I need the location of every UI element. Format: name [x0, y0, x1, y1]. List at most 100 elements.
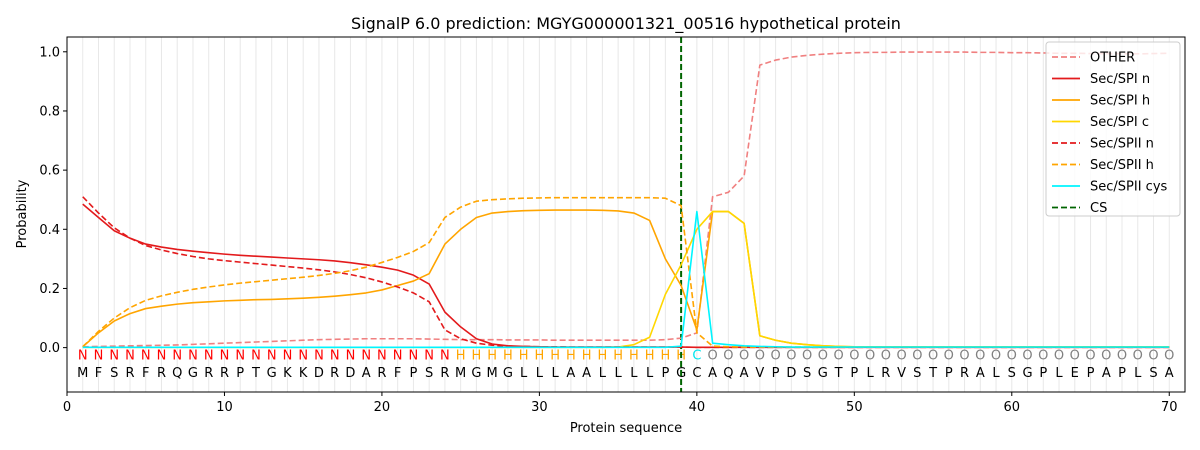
x-tick-label: 60 [1004, 400, 1021, 415]
residue-label: L [599, 366, 607, 381]
residue-label: V [755, 366, 764, 381]
region-label: N [409, 348, 419, 363]
residue-label: F [394, 366, 401, 381]
region-label: H [645, 348, 655, 363]
legend-entry-label: Sec/SPII cys [1090, 180, 1168, 195]
region-label: O [786, 348, 796, 363]
region-label: H [582, 348, 592, 363]
region-label: O [881, 348, 891, 363]
region-label: H [535, 348, 545, 363]
region-label: O [1007, 348, 1017, 363]
residue-label: M [455, 366, 466, 381]
residue-label: D [786, 366, 796, 381]
residue-label: P [410, 366, 418, 381]
series-lines [82, 51, 1170, 349]
region-label: O [833, 348, 843, 363]
region-label: O [1148, 348, 1158, 363]
residue-label: P [1118, 366, 1126, 381]
region-label: N [188, 348, 198, 363]
x-axis-label: Protein sequence [570, 421, 682, 436]
region-label: O [707, 348, 717, 363]
residue-label: S [803, 366, 811, 381]
residue-label: P [945, 366, 953, 381]
x-axis: 0 10 20 30 40 50 60 70 [63, 392, 1178, 415]
x-tick-label: 40 [689, 400, 706, 415]
residue-label: M [487, 366, 498, 381]
region-label: H [456, 348, 466, 363]
y-tick-label: 0.0 [39, 341, 60, 356]
residue-label: T [834, 366, 843, 381]
legend: OTHER Sec/SPI n Sec/SPI h Sec/SPI c Sec/SPII… [1045, 41, 1181, 217]
region-label: O [802, 348, 812, 363]
region-label: O [1164, 348, 1174, 363]
y-tick-label: 0.2 [39, 282, 60, 297]
legend-entry-label: Sec/SPI h [1090, 94, 1150, 109]
region-label: N [440, 348, 450, 363]
region-label: N [251, 348, 261, 363]
residue-label: K [283, 366, 292, 381]
region-label: O [944, 348, 954, 363]
residue-label: G [267, 366, 277, 381]
grid-lines [82, 37, 1170, 392]
region-label: N [204, 348, 214, 363]
y-tick-label: 1.0 [39, 45, 60, 60]
region-label: N [172, 348, 182, 363]
region-label: N [78, 348, 88, 363]
residue-label: L [1134, 366, 1142, 381]
residue-label: A [582, 366, 591, 381]
residue-label: R [440, 366, 449, 381]
legend-entry-label: Sec/SPII h [1090, 158, 1154, 173]
residue-label: S [425, 366, 433, 381]
legend-entry-label: OTHER [1090, 51, 1135, 66]
residue-label: A [708, 366, 717, 381]
region-label: N [157, 348, 167, 363]
residue-label: P [850, 366, 858, 381]
residue-label: D [314, 366, 324, 381]
region-label: N [314, 348, 324, 363]
region-label: H [472, 348, 482, 363]
residue-label: Q [723, 366, 733, 381]
region-label: N [346, 348, 356, 363]
x-tick-label: 10 [216, 400, 233, 415]
residue-label: R [157, 366, 166, 381]
region-label: N [393, 348, 403, 363]
region-label: N [330, 348, 340, 363]
region-label: H [566, 348, 576, 363]
residue-label: G [471, 366, 481, 381]
residue-label: L [630, 366, 638, 381]
residue-label: F [95, 366, 102, 381]
residue-label: P [772, 366, 780, 381]
residue-label: R [220, 366, 229, 381]
residue-label: A [1102, 366, 1111, 381]
region-label: H [597, 348, 607, 363]
plot-area: NMNFNSNRNFNRNQNGNRNRNPNTNGNKNKNDNRNDNANR… [66, 36, 1186, 393]
residue-label: A [1165, 366, 1174, 381]
legend-entry-label: Sec/SPI n [1090, 72, 1150, 87]
residue-label: L [646, 366, 654, 381]
chart-title: SignalP 6.0 prediction: MGYG000001321_00… [351, 14, 901, 34]
region-label: H [487, 348, 497, 363]
region-label: O [1133, 348, 1143, 363]
residue-label: C [692, 366, 701, 381]
region-label: O [1022, 348, 1032, 363]
residue-label: G [1022, 366, 1032, 381]
y-tick-label: 0.6 [39, 164, 60, 179]
residue-label: E [1071, 366, 1079, 381]
region-label: N [109, 348, 119, 363]
legend-box [1045, 41, 1181, 217]
region-label: C [692, 348, 701, 363]
region-label: H [660, 348, 670, 363]
residue-label: S [913, 366, 921, 381]
residue-label: Q [172, 366, 182, 381]
residue-label: F [142, 366, 149, 381]
region-label: O [849, 348, 859, 363]
region-label: O [723, 348, 733, 363]
residue-label: S [1008, 366, 1016, 381]
region-label: N [283, 348, 293, 363]
residue-label: R [377, 366, 386, 381]
residue-label: G [503, 366, 513, 381]
region-label: O [975, 348, 985, 363]
x-tick-label: 70 [1161, 400, 1178, 415]
residue-label: L [520, 366, 528, 381]
